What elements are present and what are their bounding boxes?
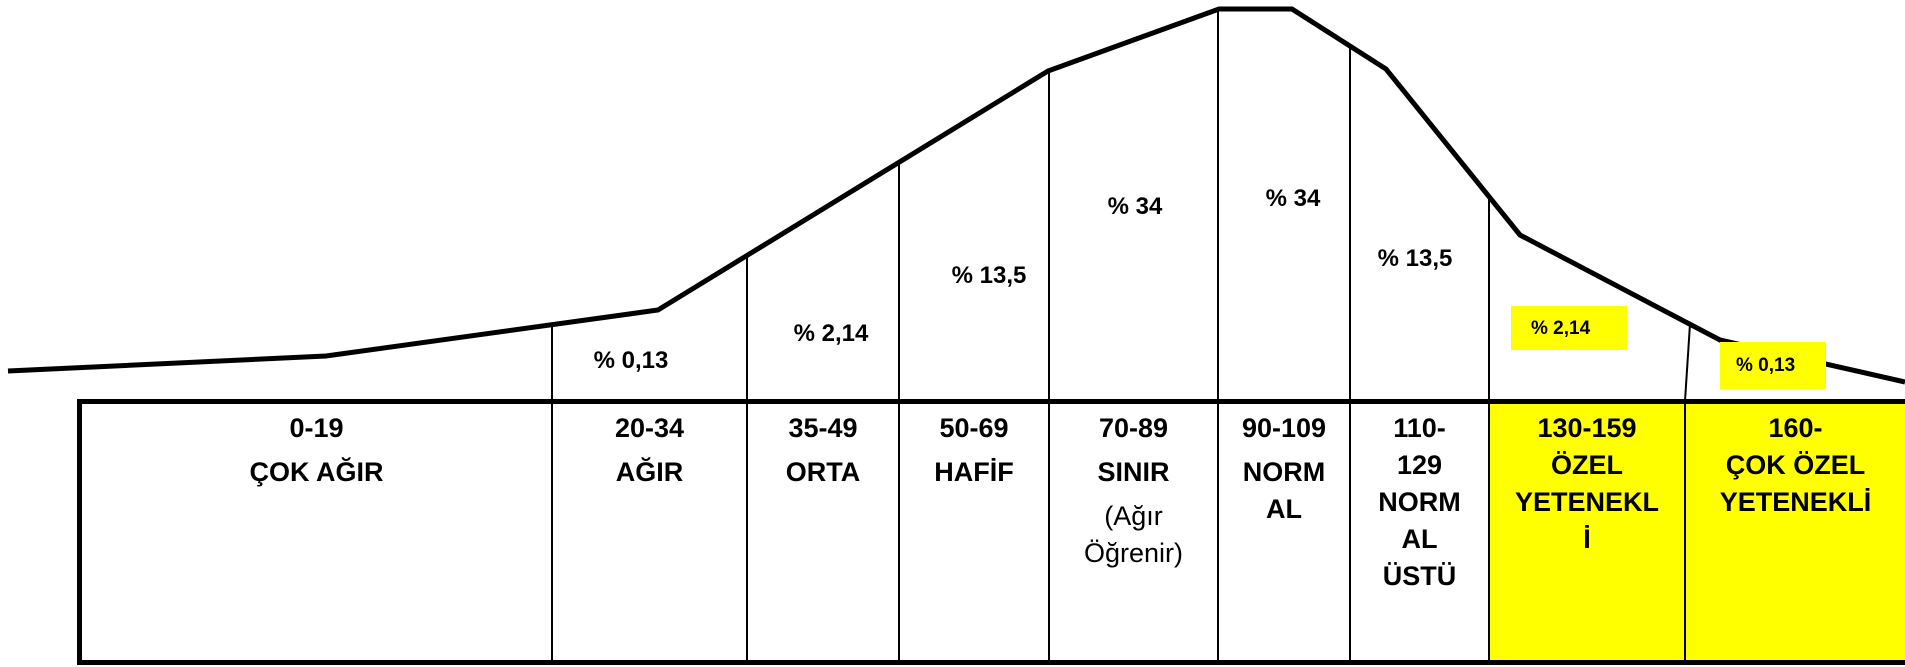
score-range: 130-159: [1537, 413, 1637, 443]
column-moderate: 35-49 ORTA: [746, 404, 898, 660]
score-range: 0-19: [289, 413, 344, 443]
score-range: 110-: [1393, 413, 1446, 443]
score-range: 50-69: [939, 413, 1009, 443]
column-normal: 90-109 NORM AL: [1217, 404, 1349, 660]
highlighted-percentage-label: % 2,14: [1511, 306, 1627, 350]
percentage-label: % 2,14: [793, 320, 869, 347]
category-label: AL: [1401, 524, 1438, 554]
category-label: HAFİF: [934, 457, 1014, 487]
percentage-label: % 34: [1265, 185, 1321, 212]
category-label: YETENEKL: [1514, 487, 1660, 517]
bell-curve-line: [7, 6, 1905, 385]
percentage-label: % 0,13: [593, 347, 669, 374]
column-mild: 50-69 HAFİF: [898, 404, 1048, 660]
column-highly-gifted: 160- ÇOK ÖZEL YETENEKLİ: [1684, 404, 1905, 660]
column-gifted: 130-159 ÖZEL YETENEKL İ: [1488, 404, 1684, 660]
percentage-label: % 13,5: [1377, 245, 1453, 272]
score-range: 35-49: [788, 413, 858, 443]
score-range: 160-: [1768, 413, 1823, 443]
category-label: NORM: [1242, 457, 1326, 487]
category-label: YETENEKLİ: [1719, 487, 1872, 517]
score-range: 129: [1396, 450, 1443, 480]
category-label: ÜSTÜ: [1382, 561, 1457, 591]
column-very-severe: 0-19 ÇOK AĞIR: [82, 404, 551, 660]
percentage-label: % 34: [1107, 193, 1163, 220]
category-label: AL: [1266, 494, 1302, 524]
category-label: AĞIR: [615, 457, 684, 487]
category-note: Öğrenir): [1083, 538, 1184, 568]
category-label: ÇOK ÖZEL: [1725, 450, 1866, 480]
category-note: (Ağır: [1104, 501, 1163, 531]
category-label: ÖZEL: [1551, 450, 1623, 480]
segment-divider-line: [1684, 323, 1691, 402]
column-severe: 20-34 AĞIR: [551, 404, 746, 660]
column-above-normal: 110- 129 NORM AL ÜSTÜ: [1349, 404, 1488, 660]
category-label: ORTA: [785, 457, 861, 487]
category-label: SINIR: [1097, 457, 1170, 487]
score-range: 70-89: [1098, 413, 1169, 443]
column-borderline: 70-89 SINIR (Ağır Öğrenir): [1048, 404, 1217, 660]
highlighted-percentage-label: % 0,13: [1720, 342, 1826, 389]
score-range: 20-34: [614, 413, 685, 443]
score-range: 90-109: [1241, 413, 1327, 443]
category-label: ÇOK AĞIR: [249, 457, 384, 487]
percentage-label: % 13,5: [951, 262, 1027, 289]
category-label: NORM: [1378, 487, 1461, 517]
iq-classification-table: 0-19 ÇOK AĞIR 20-34 AĞIR 35-49 ORTA 50-6…: [77, 399, 1905, 665]
category-label: İ: [1583, 524, 1591, 554]
